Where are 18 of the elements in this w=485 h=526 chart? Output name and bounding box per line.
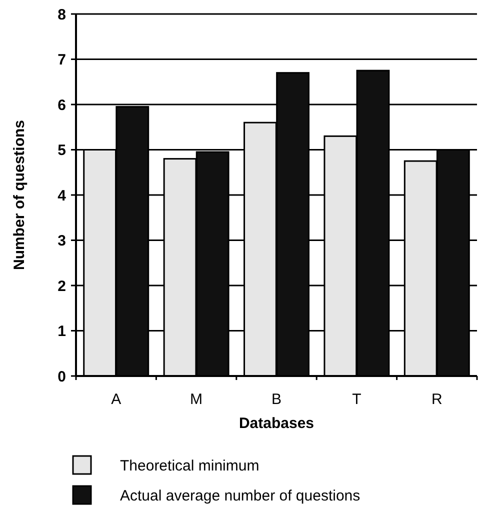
x-tick-label: A [111,391,122,408]
y-tick-label: 8 [58,6,66,24]
y-tick-label: 4 [58,187,67,204]
y-tick-label: 6 [58,96,66,114]
x-tick-label: M [190,391,203,408]
x-tick-label: R [431,391,442,408]
x-tick-label: T [352,391,362,408]
legend-label: Theoretical minimum [120,457,260,474]
x-axis-title: Databases [238,415,314,432]
x-tick-label: B [271,391,282,408]
y-tick-label: 1 [58,323,66,340]
y-tick-label: 5 [58,142,66,159]
y-tick-label: 2 [58,278,66,295]
y-axis-title: Number of questions [11,120,28,270]
y-tick-label: 7 [58,52,66,68]
y-tick-label: 3 [58,232,66,250]
y-tick-label: 0 [58,368,66,386]
legend-label: Actual average number of questions [120,487,360,504]
